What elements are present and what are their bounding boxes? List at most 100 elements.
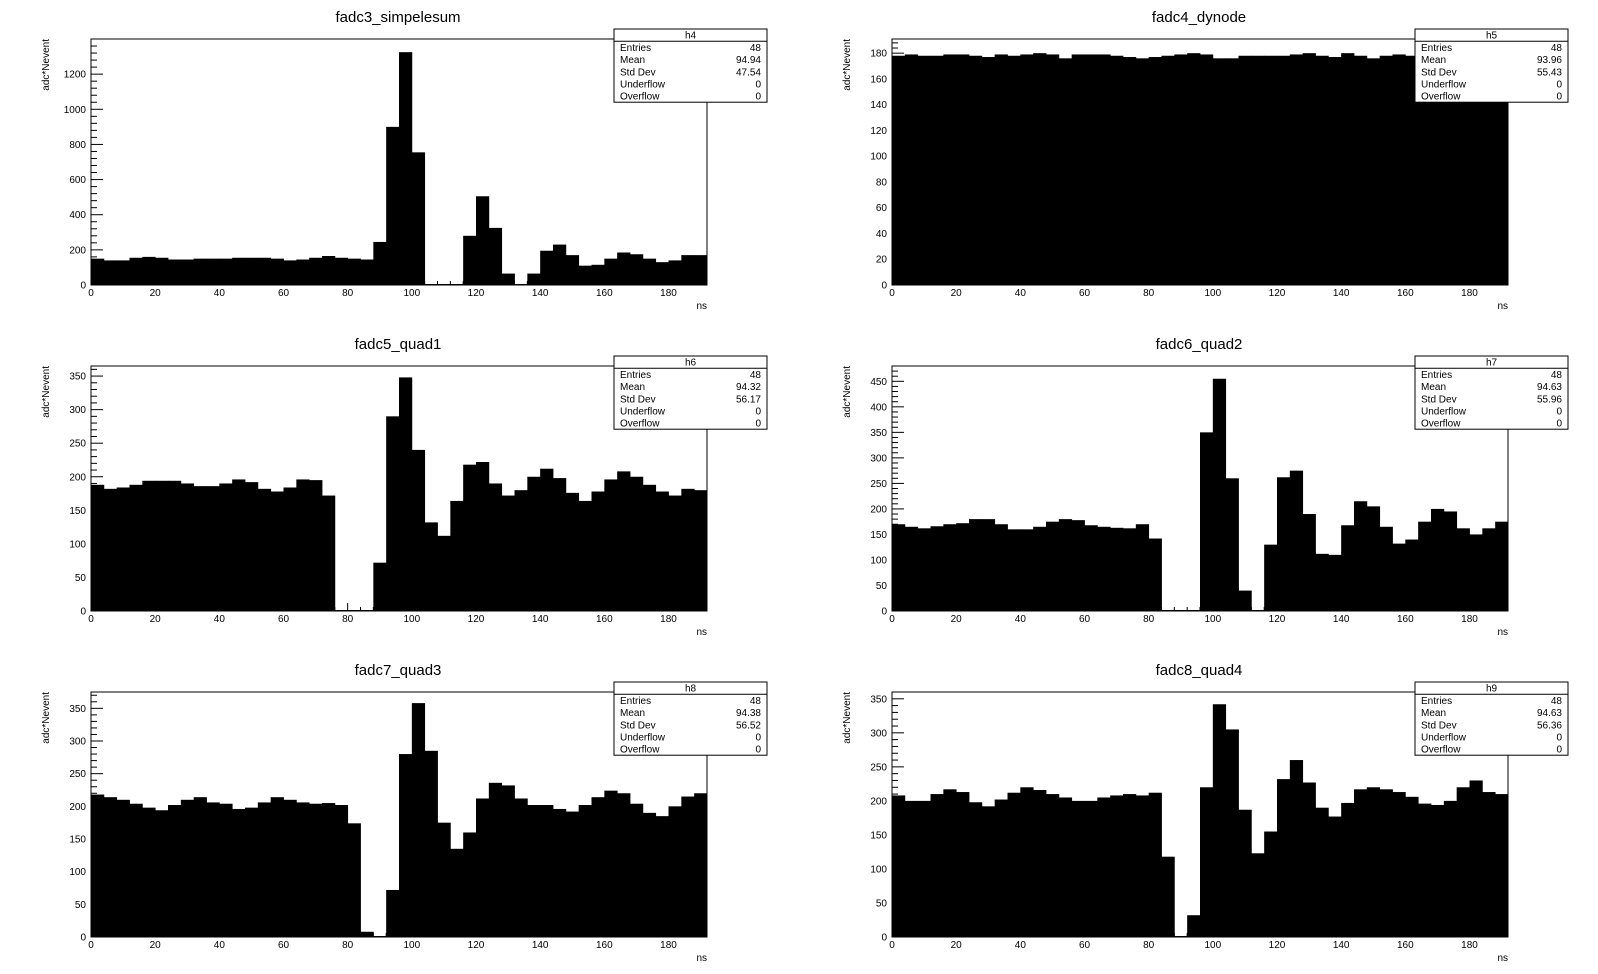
histogram-bar bbox=[1148, 792, 1162, 937]
histogram-bar bbox=[1187, 53, 1201, 285]
histogram-bar bbox=[296, 479, 310, 611]
histogram-bar bbox=[1084, 800, 1098, 937]
histogram-bar bbox=[193, 797, 207, 937]
histogram-bar bbox=[642, 812, 657, 937]
x-tick-label: 60 bbox=[278, 288, 290, 299]
x-tick-label: 120 bbox=[1269, 288, 1286, 299]
x-tick-label: 100 bbox=[1204, 614, 1221, 625]
stats-label: Underflow bbox=[1421, 407, 1467, 418]
y-tick-label: 250 bbox=[870, 479, 887, 490]
histogram-bar bbox=[1328, 816, 1342, 937]
histogram-bar bbox=[1123, 794, 1137, 937]
y-tick-label: 50 bbox=[75, 573, 87, 584]
x-tick-label: 140 bbox=[532, 940, 549, 951]
stats-value: 0 bbox=[755, 407, 761, 418]
histogram-bar bbox=[630, 254, 644, 285]
histogram-bar bbox=[694, 255, 708, 285]
x-tick-label: 60 bbox=[278, 614, 290, 625]
stats-label: Entries bbox=[1421, 370, 1452, 381]
histogram-bar bbox=[1405, 796, 1419, 937]
histogram-bar bbox=[1200, 54, 1214, 285]
x-tick-label: 60 bbox=[1079, 940, 1091, 951]
stats-value: 48 bbox=[750, 43, 762, 54]
histogram-bar bbox=[681, 796, 695, 937]
histogram-bar bbox=[930, 794, 944, 937]
histogram-bar bbox=[1071, 54, 1085, 285]
stats-box: h8 Entries 48 Mean 94.38 Std Dev 56.52 Underflo… bbox=[613, 681, 768, 756]
histogram-bar bbox=[1354, 789, 1368, 937]
histogram-bar bbox=[1289, 54, 1304, 285]
histogram-bar bbox=[116, 487, 130, 611]
stats-value: 0 bbox=[1556, 80, 1562, 91]
histogram-bar bbox=[1212, 378, 1227, 611]
stats-label: Std Dev bbox=[1421, 67, 1457, 78]
y-tick-label: 100 bbox=[870, 555, 887, 566]
y-tick-label: 0 bbox=[80, 607, 86, 618]
histogram-bar bbox=[360, 931, 374, 937]
histogram-bar bbox=[1264, 831, 1278, 937]
histogram-bar bbox=[1225, 478, 1239, 611]
histogram-bar bbox=[892, 795, 906, 937]
histogram-bar bbox=[1110, 527, 1124, 611]
histogram-bar bbox=[904, 800, 919, 937]
stats-box-name: h5 bbox=[1486, 31, 1498, 42]
histogram-bar bbox=[347, 823, 361, 937]
histogram-bar bbox=[1469, 55, 1483, 285]
histogram-bar bbox=[347, 258, 361, 285]
stats-box-name: h7 bbox=[1486, 358, 1498, 369]
stats-label: Mean bbox=[620, 382, 645, 393]
stats-label: Entries bbox=[620, 696, 651, 707]
histogram-bar bbox=[501, 495, 515, 611]
histogram-bar bbox=[463, 464, 477, 611]
histogram-bar bbox=[630, 476, 644, 611]
histogram-bar bbox=[617, 793, 631, 937]
y-axis-label: adc*Nevent bbox=[41, 366, 52, 418]
x-tick-label: 20 bbox=[951, 614, 963, 625]
histogram-bar bbox=[655, 816, 669, 937]
y-tick-label: 400 bbox=[870, 402, 887, 413]
histogram-bar bbox=[219, 258, 233, 285]
x-tick-label: 0 bbox=[88, 940, 94, 951]
stats-label: Mean bbox=[1421, 382, 1446, 393]
histogram-bar bbox=[1443, 800, 1458, 937]
x-tick-label: 160 bbox=[1397, 614, 1414, 625]
histogram-bar bbox=[994, 799, 1008, 937]
histogram-bar bbox=[1328, 554, 1342, 611]
stats-label: Underflow bbox=[1421, 733, 1467, 744]
histogram-bar bbox=[1161, 55, 1175, 285]
stats-label: Underflow bbox=[620, 407, 666, 418]
x-tick-label: 100 bbox=[1204, 288, 1221, 299]
stats-box: h5 Entries 48 Mean 93.96 Std Dev 55.43 Underflo… bbox=[1414, 28, 1569, 103]
histogram-bar bbox=[206, 802, 220, 937]
stats-value: 93.96 bbox=[1537, 55, 1562, 66]
histogram-bar bbox=[1482, 55, 1496, 285]
histogram-panel: fadc3_simpelesum 0 20 40 60 80 100 120 140 160 180… bbox=[41, 9, 768, 312]
histogram-bar bbox=[270, 258, 284, 285]
histogram-bar bbox=[1431, 55, 1445, 285]
histogram-bar bbox=[142, 807, 156, 937]
histogram-bar bbox=[168, 259, 182, 285]
histogram-bar bbox=[578, 265, 592, 285]
stats-label: Underflow bbox=[620, 80, 666, 91]
histogram-bar bbox=[257, 257, 272, 285]
y-tick-label: 150 bbox=[870, 830, 887, 841]
histogram-bar bbox=[1097, 54, 1111, 285]
x-tick-label: 160 bbox=[596, 614, 613, 625]
histogram-bar bbox=[1495, 55, 1509, 285]
histogram-bar bbox=[360, 259, 374, 285]
histogram-bar bbox=[668, 495, 682, 611]
histogram-bar bbox=[604, 790, 618, 937]
histogram-bar bbox=[1431, 804, 1445, 937]
histogram-bar bbox=[1495, 521, 1509, 611]
x-tick-label: 0 bbox=[88, 288, 94, 299]
stats-box-name: h9 bbox=[1486, 684, 1498, 695]
stats-box-name: h4 bbox=[685, 31, 697, 42]
stats-value: 55.43 bbox=[1537, 67, 1562, 78]
histogram-bar bbox=[386, 416, 400, 611]
histogram-bar bbox=[180, 259, 195, 285]
histogram-bar bbox=[1354, 501, 1368, 611]
histogram-bar bbox=[1187, 915, 1201, 937]
histogram-bar bbox=[1238, 590, 1252, 611]
histogram-bar bbox=[969, 55, 983, 285]
y-tick-label: 0 bbox=[881, 281, 887, 292]
